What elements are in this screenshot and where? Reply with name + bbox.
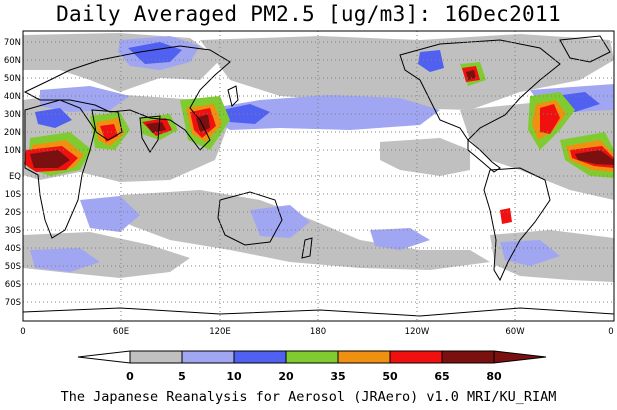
lat-label: 50S [5,262,21,272]
lat-label: 40N [4,92,21,102]
longitude-labels: 0 60E 120E 180 120W 60W 0 [20,327,613,337]
colorbar-label: 5 [178,370,186,383]
colorbar-segment [389,350,443,364]
colorbar-label: 65 [434,370,449,383]
lon-label: 120W [405,327,430,337]
lat-label: EQ [9,172,21,182]
colorbar-segment [181,350,235,364]
lon-label: 60E [113,327,129,337]
pm25-field [23,33,614,282]
colorbar-segment [337,350,391,364]
lat-label: 70S [5,298,21,308]
lat-label: 10N [4,146,21,156]
colorbar-label: 0 [126,370,134,383]
lon-label: 0 [20,327,25,337]
lat-label: 30N [4,110,21,120]
latitude-labels: 70N 60N 50N 40N 30N 20N 10N EQ 10S 20S 3… [4,38,21,308]
lat-label: 50N [4,74,21,84]
colorbar-label: 50 [382,370,398,383]
colorbar: 0 5 10 20 35 50 65 80 [77,350,547,383]
lat-label: 60S [5,280,21,290]
colorbar-segment [285,350,339,364]
lat-label: 20S [5,208,21,218]
colorbar-segment [129,350,183,364]
lon-label: 180 [310,327,326,337]
colorbar-label: 20 [278,370,294,383]
lat-label: 70N [4,38,21,48]
graticule [23,31,614,321]
colorbar-segment [441,350,495,364]
map-title: Daily Averaged PM2.5 [ug/m3]: 16Dec2011 [56,2,561,26]
lat-label: 10S [5,190,21,200]
lon-label: 60W [505,327,525,337]
colorbar-segment [233,350,287,364]
lon-label: 0 [608,327,613,337]
credit-line: The Japanese Reanalysis for Aerosol (JRA… [60,389,557,405]
lon-label: 120E [209,327,231,337]
colorbar-cap-right [493,350,547,364]
lat-label: 20N [4,128,21,138]
colorbar-label: 10 [226,370,242,383]
lat-label: 40S [5,244,21,254]
lat-label: 60N [4,56,21,66]
map-panel [22,30,615,322]
colorbar-cap-left [77,350,131,364]
lat-label: 30S [5,226,21,236]
colorbar-label: 80 [486,370,502,383]
colorbar-label: 35 [330,370,345,383]
